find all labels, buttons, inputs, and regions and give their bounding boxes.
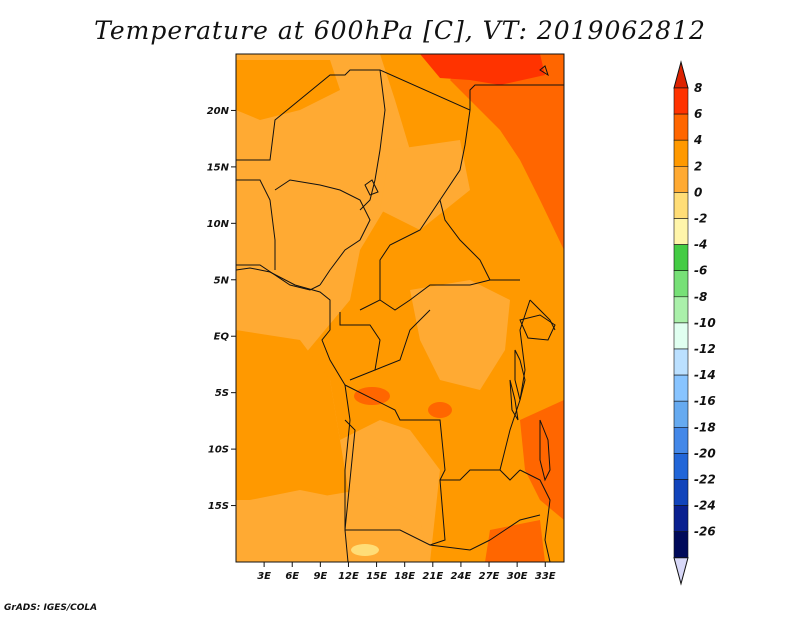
colorbar-swatch — [673, 531, 689, 559]
colorbar-label: 2 — [694, 159, 702, 173]
colorbar-bottom-arrow — [673, 557, 689, 586]
lon-tick-label: 3E — [257, 571, 271, 582]
colorbar-swatch — [673, 113, 689, 141]
colorbar-label: -14 — [694, 368, 716, 382]
field-band-4-to-6-south — [485, 520, 545, 562]
lat-tick-label: EQ — [214, 332, 230, 343]
lat-tick-label: 10S — [208, 445, 229, 456]
colorbar-label: -4 — [694, 238, 707, 252]
colorbar-swatch — [673, 192, 689, 219]
field-band-6-to-8-north — [420, 54, 545, 85]
lat-tick-label: 5N — [214, 275, 230, 286]
colorbar-swatch — [673, 426, 689, 454]
colorbar-label: -10 — [694, 316, 716, 330]
lon-tick-label: 21E — [422, 571, 443, 582]
colorbar-label: -2 — [694, 212, 707, 226]
lat-tick-label: 5S — [215, 388, 229, 399]
lat-tick-label: 15N — [207, 162, 230, 173]
colorbar-label: -6 — [694, 264, 707, 278]
temperature-field — [236, 54, 564, 562]
lakes — [364, 65, 556, 482]
colorbar-swatch — [673, 87, 689, 115]
colorbar-swatch — [673, 400, 689, 428]
lat-tick-label: 15S — [208, 501, 229, 512]
colorbar-top-arrow — [673, 60, 689, 89]
colorbar-swatch — [673, 296, 689, 324]
field-band-4-to-6-southeast — [520, 400, 564, 520]
colorbar-swatch — [673, 166, 689, 193]
grads-credit: GrADS: IGES/COLA — [4, 603, 98, 613]
colorbar-label: 4 — [693, 133, 702, 147]
axis-ticks: 20N 15N 10N 5N EQ 5S 10S 15S 3E 6E 9E 12E 15E 18E 21E 2… — [207, 106, 556, 582]
lon-tick-label: 24E — [451, 571, 472, 582]
lon-tick-label: 30E — [507, 571, 528, 582]
field-band-2-to-4-west — [236, 330, 350, 500]
colorbar-swatch — [673, 218, 689, 245]
lon-tick-label: 33E — [535, 571, 556, 582]
field-band-4-to-6-congo — [428, 402, 452, 418]
lat-tick-label: 20N — [207, 106, 230, 117]
lon-tick-label: 27E — [479, 571, 500, 582]
colorbar-swatch — [673, 244, 689, 272]
country-borders — [236, 69, 564, 562]
lon-tick-label: 15E — [366, 571, 387, 582]
colorbar-swatch — [673, 479, 689, 506]
colorbar-swatch — [673, 505, 689, 533]
coastline — [236, 267, 351, 562]
field-band-minus2-to-0 — [351, 544, 379, 556]
colorbar-label: -16 — [694, 394, 716, 408]
colorbar-swatch — [673, 270, 689, 298]
colorbar-label: -12 — [694, 342, 716, 356]
field-band-0-to-2-central — [410, 280, 510, 390]
field-band-4-to-6-angola — [354, 387, 390, 405]
page-title: Temperature at 600hPa [C], VT: 201906281… — [94, 16, 706, 45]
colorbar-swatch — [673, 374, 689, 402]
colorbar-label: 8 — [694, 81, 702, 95]
colorbar-label: -24 — [694, 499, 716, 513]
colorbar-label: -8 — [694, 290, 707, 304]
field-band-4-to-6-northeast — [450, 54, 564, 250]
field-band-0-to-2-north — [380, 140, 470, 230]
colorbar-swatch — [673, 348, 689, 376]
colorbar-label: -20 — [694, 446, 716, 460]
colorbar-label: -26 — [694, 525, 716, 539]
lon-tick-label: 9E — [313, 571, 327, 582]
lon-tick-label: 18E — [394, 571, 415, 582]
colorbar-swatch — [673, 453, 689, 480]
colorbar-label: -18 — [694, 420, 716, 434]
colorbar-label: 0 — [694, 185, 702, 199]
lon-tick-label: 12E — [338, 571, 359, 582]
colorbar-label: 6 — [694, 107, 702, 121]
colorbar: 8 6 4 2 0 -2 -4 -6 -8 -10 -12 -14 -16 -18 -20 -22 -24 -26 — [673, 60, 716, 586]
colorbar-swatch — [673, 322, 689, 350]
lat-tick-label: 10N — [207, 219, 230, 230]
field-band-0-to-2-southwest — [300, 490, 430, 562]
colorbar-label: -22 — [694, 473, 716, 487]
map-frame — [235, 53, 565, 563]
field-band-2-to-4-sahel — [236, 60, 340, 120]
colorbar-swatch — [673, 139, 689, 167]
lon-tick-label: 6E — [285, 571, 299, 582]
